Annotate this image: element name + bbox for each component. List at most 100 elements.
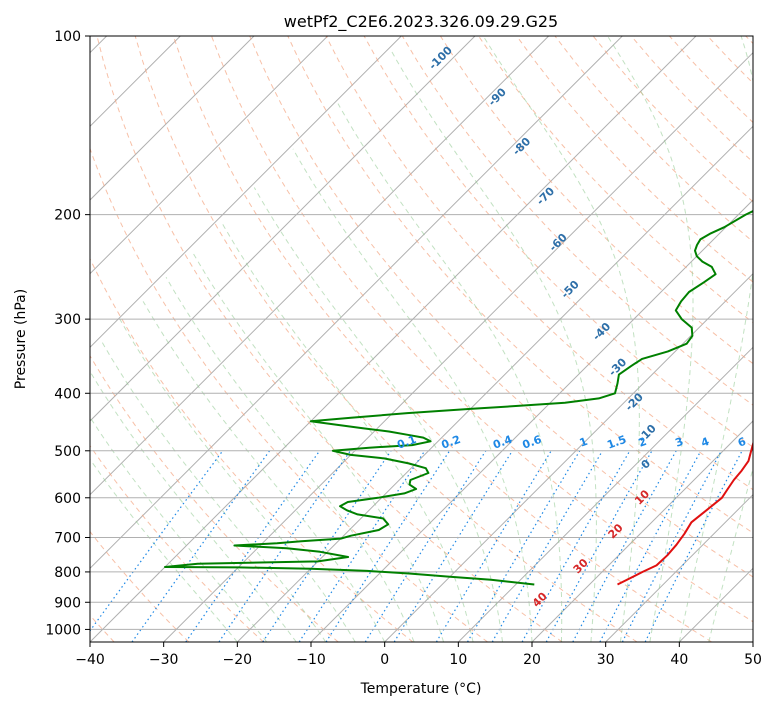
y-tick-label: 300 xyxy=(54,312,81,328)
moist-adiabat-line xyxy=(165,277,415,642)
x-tick-label: 30 xyxy=(597,652,615,668)
iso-labels: -100-90-80-70-60-50-40-30-20-10010203040… xyxy=(395,44,748,610)
moist-adiabat-line xyxy=(90,416,268,642)
background-lines xyxy=(90,36,753,642)
isotherm-line xyxy=(605,493,753,642)
isotherm-line xyxy=(90,36,697,642)
isotherm-line xyxy=(90,36,329,275)
isotherm-label: 40 xyxy=(530,590,550,610)
mixing-ratio-label: 0.2 xyxy=(440,433,463,452)
mixing-ratio-line xyxy=(262,450,392,642)
series-lines xyxy=(164,210,753,586)
moist-adiabat-line xyxy=(482,36,640,642)
isotherm-label: 0 xyxy=(639,457,654,472)
x-tick-label: −20 xyxy=(223,652,253,668)
isotherm-label: -50 xyxy=(559,278,582,301)
mixing-ratio-line xyxy=(521,450,631,642)
mixing-ratio-line xyxy=(325,450,451,642)
dry-adiabat-line xyxy=(707,36,753,84)
isotherm-label: -80 xyxy=(510,135,533,158)
moist-adiabat-line xyxy=(142,301,386,642)
isotherm-label: -40 xyxy=(590,320,613,343)
isotherm-line xyxy=(678,567,753,642)
moist-adiabat-line xyxy=(253,187,503,642)
x-tick-label: 10 xyxy=(449,652,467,668)
mixing-ratio-label: 3 xyxy=(674,435,686,450)
dry-adiabat-line xyxy=(478,36,753,324)
isotherm-label: -30 xyxy=(606,355,629,378)
mixing-ratio-label: 2 xyxy=(637,435,649,450)
mixing-ratio-line xyxy=(435,450,552,642)
moist-adiabat-line xyxy=(90,458,238,642)
x-tick-label: 0 xyxy=(380,652,389,668)
isotherm-label: -60 xyxy=(547,231,570,254)
moist-adiabat-line xyxy=(292,148,533,642)
isotherm-line xyxy=(90,36,402,349)
x-tick-label: 40 xyxy=(670,652,688,668)
mixing-ratio-label: 0.6 xyxy=(521,433,544,452)
dry-adiabat-line xyxy=(90,147,488,642)
mixing-ratio-label: 4 xyxy=(699,435,711,450)
dry-adiabat-line xyxy=(90,530,190,642)
moist-adiabat-line xyxy=(389,48,597,642)
isotherm-label: -100 xyxy=(426,44,455,73)
dry-adiabat-line xyxy=(516,36,753,283)
dry-adiabat-line xyxy=(669,36,753,124)
mixing-ratio-line xyxy=(466,450,581,642)
moist-adiabat-line xyxy=(119,318,356,642)
mixing-ratio-line xyxy=(572,450,677,642)
y-axis-label: Pressure (hPa) xyxy=(13,289,29,389)
y-tick-label: 200 xyxy=(54,208,81,224)
y-tick-label: 100 xyxy=(54,29,81,45)
isotherm-line xyxy=(236,125,753,642)
mixing-ratio-line xyxy=(364,450,487,642)
isotherm-line xyxy=(310,199,753,642)
dry-adiabat-line xyxy=(90,354,339,642)
isotherm-line xyxy=(90,36,476,422)
mixing-ratio-label: 0.4 xyxy=(491,433,514,452)
mixing-ratio-line xyxy=(218,450,351,642)
isotherm-label: -90 xyxy=(486,85,509,108)
x-tick-label: −40 xyxy=(75,652,105,668)
dry-adiabat-line xyxy=(439,36,753,365)
moist-adiabat-line xyxy=(220,220,474,642)
mixing-ratio-label: 0.1 xyxy=(395,433,418,452)
dry-adiabat-line xyxy=(172,36,712,642)
y-tick-label: 1000 xyxy=(45,622,81,638)
chart-title: wetPf2_C2E6.2023.326.09.29.G25 xyxy=(284,12,558,32)
dry-adiabat-line xyxy=(211,36,753,623)
isotherm-label: 20 xyxy=(606,521,626,541)
dry-adiabat-line xyxy=(96,36,563,642)
moist-adiabat-line xyxy=(337,103,563,642)
isotherm-line xyxy=(90,36,550,496)
dry-adiabat-line xyxy=(90,444,264,642)
isotherm-line xyxy=(457,346,753,642)
dewpoint-line xyxy=(164,210,753,586)
y-tick-label: 800 xyxy=(54,565,81,581)
mixing-ratio-line xyxy=(90,450,224,632)
mixing-ratio-label: 6 xyxy=(736,435,748,450)
y-tick-label: 400 xyxy=(54,386,81,402)
y-tick-label: 600 xyxy=(54,491,81,507)
dry-adiabat-line xyxy=(134,36,638,642)
isotherm-label: -20 xyxy=(623,390,646,413)
moist-adiabat-line xyxy=(100,339,327,642)
isotherm-label: -70 xyxy=(534,184,557,207)
mixing-ratio-label: 1 xyxy=(578,435,590,450)
x-axis-label: Temperature (°C) xyxy=(360,681,482,697)
isotherm-line xyxy=(163,51,753,642)
isotherm-line xyxy=(90,36,623,570)
temperature-line xyxy=(617,440,753,586)
moist-adiabat-line xyxy=(90,370,297,642)
grid-lines xyxy=(90,36,753,630)
mixing-ratio-label: 1.5 xyxy=(605,433,628,452)
dry-adiabat-line xyxy=(592,36,753,203)
dry-adiabat-line xyxy=(401,36,753,406)
dry-adiabat-line xyxy=(287,36,753,534)
dry-adiabat-line xyxy=(90,257,414,642)
dry-adiabat-line xyxy=(249,36,753,578)
moist-adiabat-line xyxy=(678,36,753,642)
x-tick-label: 50 xyxy=(744,652,762,668)
x-tick-label: −10 xyxy=(296,652,326,668)
